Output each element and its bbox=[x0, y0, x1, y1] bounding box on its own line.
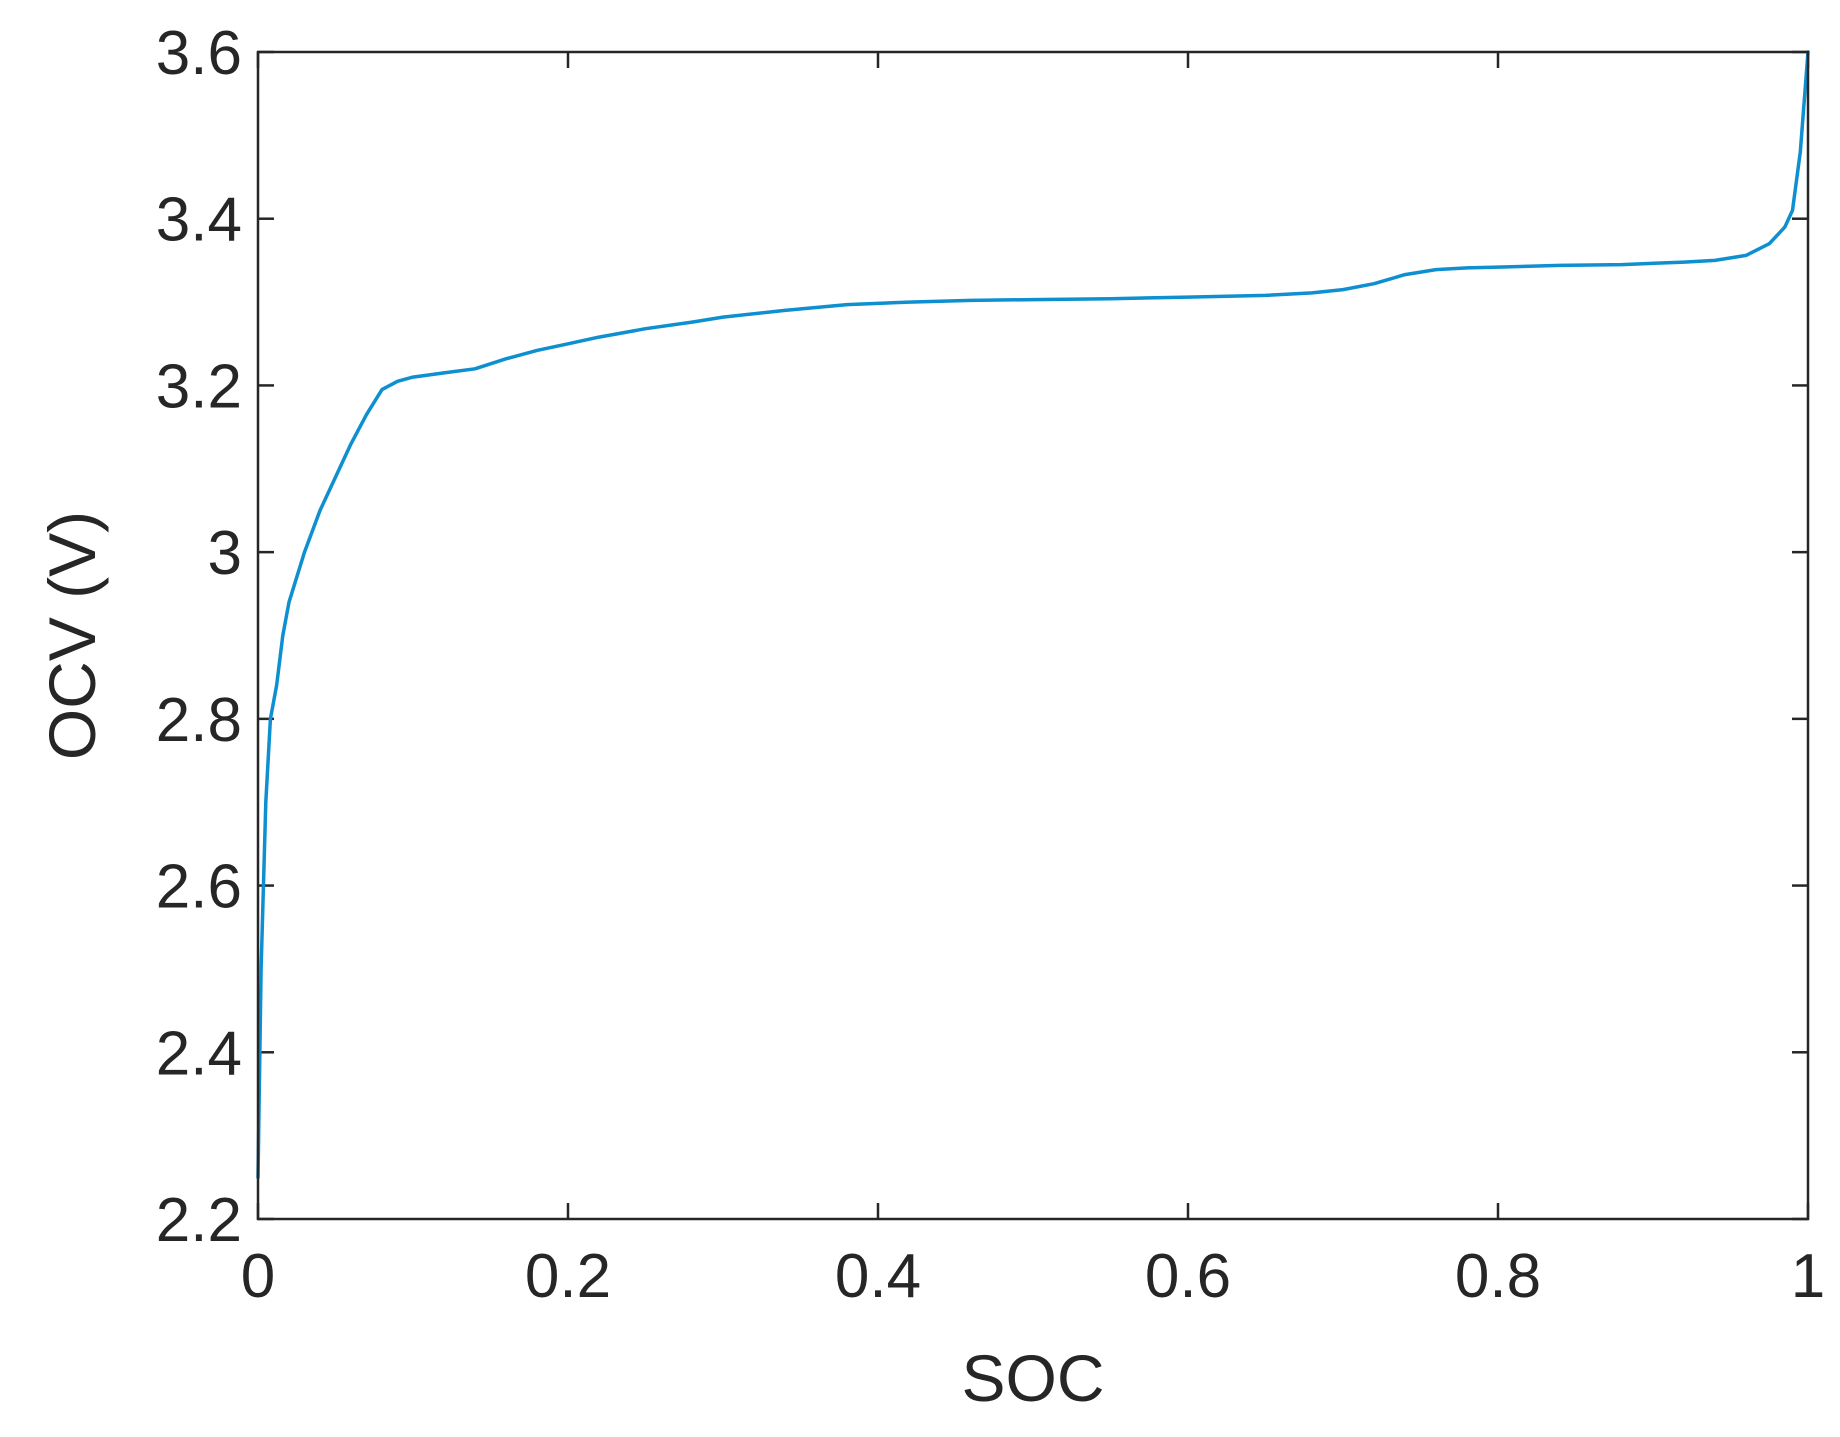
ocv-curve-line bbox=[256, 50, 1810, 1180]
x-axis-ticks bbox=[256, 52, 1810, 1219]
x-tick-label: 0.6 bbox=[1145, 1242, 1231, 1311]
x-axis-tick-labels: 0 0.2 0.4 0.6 0.8 1 bbox=[241, 1242, 1825, 1311]
x-tick-label: 0.2 bbox=[525, 1242, 611, 1311]
x-axis-label: SOC bbox=[961, 1341, 1104, 1415]
y-axis-label: OCV (V) bbox=[35, 511, 109, 760]
x-tick-label: 0.4 bbox=[835, 1242, 921, 1311]
y-tick-label: 3.4 bbox=[156, 186, 242, 255]
x-tick-label: 1 bbox=[1791, 1242, 1825, 1311]
x-tick-label: 0 bbox=[241, 1242, 275, 1311]
x-tick-label: 0.8 bbox=[1455, 1242, 1541, 1311]
y-tick-label: 2.8 bbox=[156, 686, 242, 755]
y-axis-tick-labels: 2.2 2.4 2.6 2.8 3 3.2 3.4 3.6 bbox=[156, 19, 242, 1255]
y-tick-label: 2.4 bbox=[156, 1019, 242, 1088]
y-tick-label: 3 bbox=[208, 519, 242, 588]
y-tick-label: 3.6 bbox=[156, 19, 242, 88]
y-axis-ticks bbox=[258, 50, 1808, 1221]
plot-area-frame bbox=[256, 50, 1810, 1221]
y-tick-label: 2.6 bbox=[156, 853, 242, 922]
y-tick-label: 3.2 bbox=[156, 352, 242, 421]
y-tick-label: 2.2 bbox=[156, 1186, 242, 1255]
